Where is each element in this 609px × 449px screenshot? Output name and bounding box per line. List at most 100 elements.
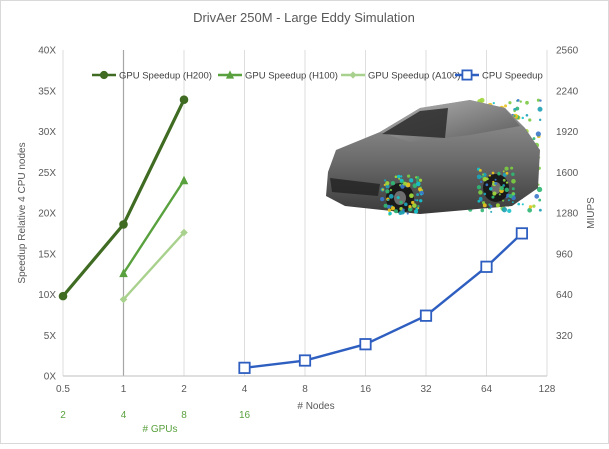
flow-particle	[400, 184, 405, 189]
y2-tick-label: 320	[556, 331, 573, 342]
car-front-hub	[394, 191, 406, 205]
flow-particle	[497, 171, 501, 175]
flow-particle	[393, 209, 399, 214]
y2-tick-label: 1600	[556, 168, 579, 179]
legend-swatch-marker	[99, 70, 109, 80]
flow-particle	[482, 203, 487, 208]
legend-item: GPU Speedup (A100)	[341, 71, 460, 82]
flow-particle	[385, 189, 390, 194]
flow-particle	[388, 211, 392, 216]
flow-particle	[416, 181, 421, 187]
flow-particle	[505, 181, 509, 184]
data-point	[480, 260, 493, 273]
flow-particle	[399, 200, 403, 204]
flow-particle	[482, 176, 488, 182]
flow-particle	[416, 199, 419, 202]
flow-particle	[495, 203, 500, 208]
x-tick-label: 8	[302, 384, 308, 395]
series-cpu-speedup	[238, 227, 528, 374]
y2-tick-label: 1920	[556, 127, 579, 138]
data-point	[179, 95, 189, 105]
legend-swatch-marker	[225, 70, 235, 79]
flow-particle	[536, 98, 540, 102]
y2-tick-label: 960	[556, 249, 573, 260]
flow-particle	[383, 179, 387, 182]
flow-particle	[417, 205, 420, 208]
x-tick-label: 64	[481, 384, 493, 395]
flow-particle	[488, 174, 492, 177]
data-point	[179, 175, 189, 185]
y-tick-label: 5X	[44, 331, 57, 342]
flow-particle	[504, 166, 509, 171]
data-point	[119, 268, 128, 278]
y-tick-label: 25X	[38, 168, 56, 179]
car-windshield	[382, 108, 448, 138]
data-point	[238, 361, 251, 374]
flow-particle	[492, 191, 497, 196]
flow-particle	[420, 193, 423, 196]
flow-particle	[494, 182, 498, 185]
flow-particle	[485, 183, 489, 187]
axis-labels: 0.5 1 2 4 8 16 32 64 128 2 4 8 16 0X 5X 10X 15X 20X 25X 30X…	[38, 46, 578, 422]
flow-particle	[525, 114, 529, 117]
flow-particle	[387, 198, 390, 201]
flow-particle	[417, 187, 422, 192]
flow-particle	[538, 118, 542, 122]
flow-particle	[491, 195, 495, 199]
flow-particle	[537, 106, 543, 112]
flow-particle	[538, 198, 542, 202]
flow-particle	[510, 166, 514, 170]
y-tick-label: 30X	[38, 127, 56, 138]
flow-particle	[532, 204, 536, 208]
flow-particle	[383, 203, 388, 208]
series-gpu-speedup-h100	[119, 175, 189, 278]
flow-particle	[513, 114, 516, 118]
flow-particle	[511, 192, 515, 196]
x2-axis-title: # GPUs	[142, 424, 177, 435]
flow-particle	[415, 176, 417, 179]
y-tick-label: 40X	[38, 46, 56, 57]
series-line	[122, 231, 185, 301]
flow-particle	[399, 178, 403, 182]
flow-particle	[501, 207, 508, 213]
y2-tick-label: 2240	[556, 86, 579, 97]
flow-particle	[479, 180, 483, 183]
series-gpu-speedup-a100	[119, 228, 188, 304]
flow-particle	[408, 204, 412, 209]
flow-particle	[400, 175, 403, 178]
car-grille	[330, 178, 380, 196]
flow-particle	[494, 178, 497, 181]
flow-particle	[500, 186, 504, 190]
legend-label: GPU Speedup (H200)	[119, 71, 212, 82]
x-axis-title: # Nodes	[297, 401, 334, 412]
flow-particle	[404, 202, 408, 207]
flow-particle	[383, 183, 386, 187]
data-point	[119, 220, 128, 229]
x-tick-label: 16	[360, 384, 372, 395]
y-tick-label: 15X	[38, 249, 56, 260]
flow-particle	[481, 175, 484, 178]
flow-particle	[508, 193, 513, 199]
flow-particle	[536, 186, 543, 193]
x-tick-label: 4	[242, 384, 248, 395]
flow-particle	[418, 178, 423, 182]
y2-tick-label: 640	[556, 290, 573, 301]
legend-label: CPU Speedup	[482, 71, 543, 82]
flow-particle	[507, 208, 512, 214]
data-point	[180, 228, 188, 237]
flow-particle	[492, 101, 495, 105]
legend: GPU Speedup (H200) GPU Speedup (H100) GPU …	[92, 69, 543, 82]
flow-particle	[386, 204, 391, 209]
data-point	[419, 309, 433, 322]
flow-particle	[502, 184, 505, 187]
gpu-tick-label: 8	[181, 410, 187, 421]
flow-particle	[511, 187, 515, 191]
flow-particle	[403, 181, 408, 186]
flow-particle	[417, 207, 420, 210]
flow-particle	[486, 177, 489, 181]
flow-particle	[480, 208, 485, 213]
flow-particle	[399, 207, 403, 211]
flow-particle	[416, 180, 419, 183]
y-tick-label: 20X	[38, 209, 56, 220]
